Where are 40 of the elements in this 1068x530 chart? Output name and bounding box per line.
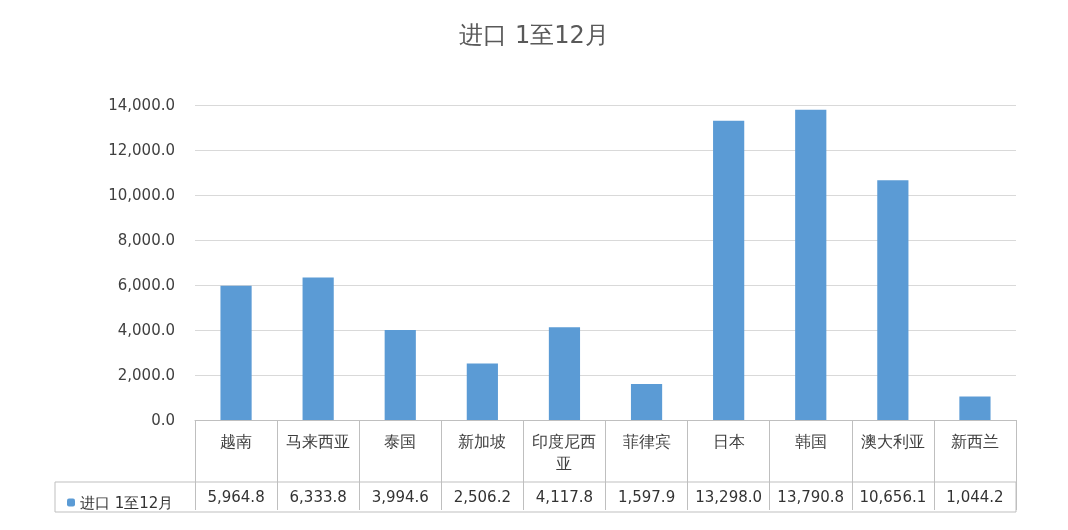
data-label: 13,790.8 xyxy=(777,488,845,506)
y-tick-label: 12,000.0 xyxy=(108,141,175,159)
bar xyxy=(548,327,581,420)
bar xyxy=(220,285,252,420)
y-tick-label: 10,000.0 xyxy=(108,186,175,204)
x-tick-label: 韩国 xyxy=(794,431,827,451)
bar xyxy=(959,396,991,420)
x-tick-label: 日本 xyxy=(712,431,745,451)
x-tick-label: 越南 xyxy=(220,431,253,451)
legend-label: 进口 1至12月 xyxy=(80,493,174,512)
x-tick-label: 新西兰 xyxy=(950,431,999,451)
chart-title: 进口 1至12月 xyxy=(459,21,609,49)
y-tick-label: 14,000.0 xyxy=(108,96,175,114)
x-tick-label: 新加坡 xyxy=(458,431,507,451)
data-label: 2,506.2 xyxy=(453,488,511,506)
y-tick-label: 2,000.0 xyxy=(117,366,175,384)
data-label: 10,656.1 xyxy=(859,488,927,506)
x-tick-label: 菲律宾 xyxy=(622,431,671,451)
data-label: 1,597.9 xyxy=(617,488,676,506)
y-tick-label: 0.0 xyxy=(151,411,175,429)
data-label: 4,117.8 xyxy=(535,488,594,506)
x-tick-label: 澳大利亚 xyxy=(860,431,925,451)
bar xyxy=(384,330,416,420)
data-label: 13,298.0 xyxy=(695,488,763,506)
bar xyxy=(630,384,663,420)
x-tick-label: 马来西亚 xyxy=(286,431,351,451)
bar xyxy=(302,277,334,420)
data-label: 5,964.8 xyxy=(207,488,265,506)
y-tick-label: 8,000.0 xyxy=(117,231,175,249)
x-tick-label: 泰国 xyxy=(384,431,417,451)
bar xyxy=(795,109,827,420)
y-tick-label: 6,000.0 xyxy=(117,276,175,294)
data-label: 1,044.2 xyxy=(946,488,1004,506)
y-tick-label: 4,000.0 xyxy=(117,321,175,339)
bar xyxy=(466,363,498,420)
data-label: 3,994.6 xyxy=(371,488,429,506)
bar xyxy=(877,180,909,420)
x-tick-label: 印度尼西亚 xyxy=(532,431,597,473)
data-label: 6,333.8 xyxy=(289,488,347,506)
bar xyxy=(713,120,745,420)
